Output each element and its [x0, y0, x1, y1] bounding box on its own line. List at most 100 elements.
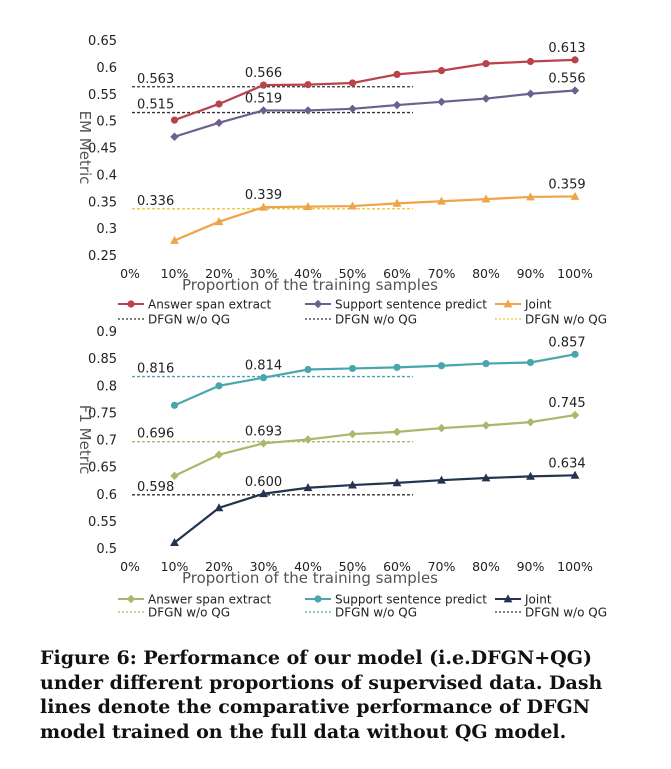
chart1-y-tick-label: 0.65 [88, 34, 117, 49]
chart2-series-1-point [437, 423, 446, 433]
chart1-series-3-point [437, 196, 446, 205]
chart2-x-tick-label: 60% [383, 559, 411, 574]
chart2-series-1-point [303, 435, 313, 444]
chart1-series-1-line [174, 58, 576, 122]
chart1-x-tick-label: 70% [428, 266, 456, 281]
chart2-legend-baseline-label: DFGN w/o QG [525, 606, 607, 620]
chart2-series-2-point [482, 359, 490, 368]
chart1-series-1-point [437, 67, 446, 75]
chart2-x-tick-label: 50% [339, 559, 367, 574]
chart2-legend-label: Support sentence predict [335, 593, 487, 607]
chart2-y-tick-label: 0.9 [96, 325, 117, 340]
chart1-series-1-point [571, 56, 579, 64]
chart1-legend-baseline-label: DFGN w/o QG [148, 313, 230, 327]
chart1-series-2-point [392, 100, 402, 110]
chart1-value-label: 0.556 [548, 72, 585, 87]
chart2-series-3-point [437, 475, 446, 484]
chart1-series-1-point [482, 60, 490, 68]
chart1-series-2-point [481, 94, 491, 103]
chart2-series-3-point [526, 471, 535, 480]
chart2-value-label: 0.598 [137, 480, 174, 495]
chart1-y-tick-label: 0.6 [96, 61, 117, 76]
chart2-series-3-point [170, 537, 179, 546]
chart2-y-tick-label: 0.55 [88, 515, 117, 530]
chart2-series-3-point [259, 489, 268, 498]
chart2-series-1-point [481, 421, 491, 430]
chart2-series-1-line [174, 414, 576, 477]
chart1-series-3-line [174, 195, 576, 242]
chart1-series-1-point [304, 81, 312, 89]
chart2-series-1-point [526, 417, 535, 427]
chart1-value-label: 0.566 [245, 66, 282, 81]
chart1-x-tick-label: 40% [294, 266, 322, 281]
chart2-x-tick-label: 20% [205, 559, 233, 574]
chart1-y-tick-label: 0.45 [88, 142, 117, 157]
chart1-legend-label: Answer span extract [148, 298, 272, 312]
chart1-series-1-point [170, 116, 179, 124]
chart1-legend-marker [313, 299, 323, 309]
chart1-value-label: 0.359 [548, 177, 585, 192]
chart1-series-1-point [215, 100, 223, 108]
chart2-y-tick-label: 0.7 [96, 434, 117, 449]
chart1-value-label: 0.515 [137, 98, 174, 113]
chart2-x-tick-label: 80% [472, 559, 500, 574]
chart2-series-2-point [170, 401, 179, 409]
chart2-series-3-point [570, 470, 580, 479]
chart1-series-3-point [392, 198, 402, 207]
chart2-legend-marker [314, 595, 322, 603]
chart1-series-1-point [526, 57, 535, 66]
chart1-series-2-point [303, 106, 313, 115]
chart2-y-tick-label: 0.8 [96, 379, 117, 394]
chart1-y-tick-label: 0.5 [96, 115, 117, 130]
chart2-value-label: 0.600 [245, 475, 282, 490]
chart1-x-tick-label: 100% [557, 266, 593, 281]
chart2-legend-label: Answer span extract [148, 593, 272, 607]
chart1-series-2-point [348, 104, 357, 113]
chart2-y-tick-label: 0.65 [88, 461, 117, 476]
chart2-series-1-point [170, 471, 179, 481]
chart2-x-tick-label: 70% [428, 559, 456, 574]
chart2-series-2-point [215, 382, 223, 390]
chart2-series-2-line [174, 353, 576, 407]
chart1-series-3-point [348, 201, 357, 210]
chart1-legend-marker [127, 300, 135, 308]
chart2-series-2-point [526, 358, 535, 367]
figure-caption: Figure 6: Performance of our model (i.e.… [40, 647, 603, 743]
chart1-series-2-point [437, 97, 446, 107]
chart2-series-1-point [348, 429, 357, 439]
chart1-series-2-point [214, 118, 224, 127]
chart2-value-label: 0.814 [245, 359, 282, 374]
chart1-series-2-point [259, 106, 268, 115]
chart2-x-tick-label: 0% [120, 559, 140, 574]
chart2-series-3-point [303, 483, 313, 492]
chart2-series-1-point [259, 439, 268, 448]
chart1-series-3-point [303, 202, 313, 211]
chart2-value-label: 0.816 [137, 362, 174, 377]
chart2-x-tick-label: 40% [294, 559, 322, 574]
chart1-legend-marker [503, 299, 513, 308]
chart2-series-3-point [481, 473, 491, 482]
chart1-value-label: 0.563 [137, 72, 174, 87]
chart2-legend-baseline-label: DFGN w/o QG [335, 606, 417, 620]
chart2-legend-baseline-label: DFGN w/o QG [148, 606, 230, 620]
chart1-x-tick-label: 10% [161, 266, 189, 281]
chart2-x-tick-label: 10% [161, 559, 189, 574]
chart2-series-2-point [259, 374, 268, 382]
chart2-legend-marker [126, 594, 136, 604]
chart1-series-2-point [570, 86, 580, 95]
chart2-series-1-point [570, 410, 580, 420]
chart1-series-3-point [570, 191, 580, 200]
chart1-x-tick-label: 90% [517, 266, 545, 281]
chart1-y-tick-label: 0.4 [96, 168, 117, 183]
chart1-series-1-point [348, 79, 357, 87]
chart1-y-axis-title: EM Metric [76, 111, 94, 185]
chart1-x-tick-label: 0% [120, 266, 140, 281]
chart1-x-tick-label: 20% [205, 266, 233, 281]
chart1-series-3-point [481, 194, 491, 203]
chart1-y-tick-label: 0.35 [88, 195, 117, 210]
chart1-value-label: 0.613 [548, 41, 585, 56]
chart1-legend-baseline-label: DFGN w/o QG [335, 313, 417, 327]
chart1-value-label: 0.519 [245, 91, 282, 106]
chart1-value-label: 0.336 [137, 194, 174, 209]
